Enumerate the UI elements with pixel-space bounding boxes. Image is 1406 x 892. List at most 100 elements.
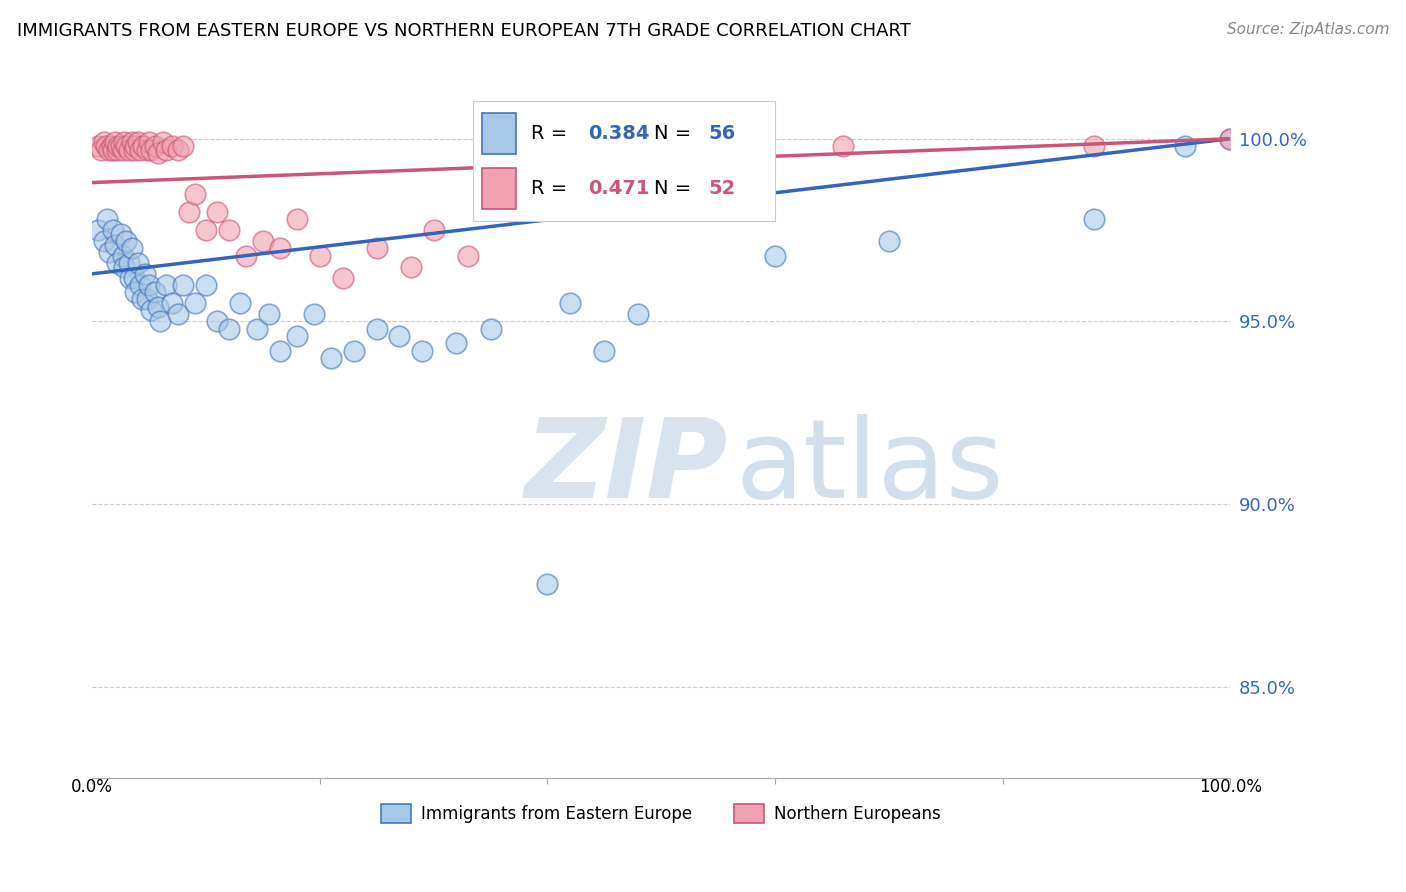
Point [100,139,122,153]
Point [269,343,291,358]
Point [149,314,172,328]
Point [177,204,200,219]
Point [1083,212,1105,227]
Point [129,277,152,292]
Point [111,249,134,263]
Point [135,143,157,157]
Point [399,260,422,274]
Point [155,143,177,157]
Point [124,285,146,299]
Point [117,256,139,270]
Point [96,212,118,227]
Point [160,139,183,153]
Point [110,139,132,153]
Point [388,329,411,343]
Point [143,139,166,153]
Point [1219,132,1241,146]
Point [134,267,156,281]
Point [105,256,128,270]
Point [90,143,112,157]
Point [1083,139,1105,153]
Point [877,234,900,248]
Point [98,244,121,259]
Point [141,143,163,157]
Point [707,139,730,153]
Point [218,321,240,335]
Point [366,241,388,255]
Point [343,343,366,358]
Point [105,143,128,157]
Point [87,223,110,237]
Point [257,307,280,321]
Point [93,234,115,248]
Point [121,136,143,150]
Point [366,321,388,335]
Point [269,241,291,255]
Point [117,143,139,157]
Point [101,143,124,157]
Point [112,136,135,150]
Point [195,277,218,292]
Point [166,307,188,321]
Text: atlas: atlas [735,414,1004,521]
Point [110,227,132,241]
Point [229,296,252,310]
Point [1219,132,1241,146]
Point [111,143,134,157]
Point [121,241,143,255]
Text: ZIP: ZIP [524,414,728,521]
Point [152,136,174,150]
Point [124,139,146,153]
Legend: Immigrants from Eastern Europe, Northern Europeans: Immigrants from Eastern Europe, Northern… [375,797,948,830]
Point [207,204,229,219]
Point [143,285,166,299]
Point [763,249,786,263]
Point [124,143,146,157]
Point [104,237,127,252]
Point [148,300,170,314]
Text: IMMIGRANTS FROM EASTERN EUROPE VS NORTHERN EUROPEAN 7TH GRADE CORRELATION CHART: IMMIGRANTS FROM EASTERN EUROPE VS NORTHE… [17,22,911,40]
Point [138,277,160,292]
Point [115,139,138,153]
Point [135,293,157,307]
Point [479,321,502,335]
Point [627,307,650,321]
Point [129,143,152,157]
Point [132,139,155,153]
Point [332,270,354,285]
Point [124,270,146,285]
Text: Source: ZipAtlas.com: Source: ZipAtlas.com [1226,22,1389,37]
Point [285,329,308,343]
Point [321,351,343,365]
Point [513,186,536,201]
Point [411,343,433,358]
Text: 0.0%: 0.0% [72,778,112,796]
Point [422,223,444,237]
Point [457,249,479,263]
Point [160,296,183,310]
Point [127,256,149,270]
Point [127,136,149,150]
Point [1174,139,1197,153]
Point [166,143,188,157]
Point [118,270,141,285]
Point [104,136,127,150]
Point [302,307,325,321]
Point [252,234,274,248]
Point [148,146,170,161]
Point [183,186,205,201]
Point [207,314,229,328]
Point [246,321,269,335]
Point [93,136,115,150]
Point [94,139,117,153]
Point [101,223,124,237]
Point [832,139,855,153]
Point [87,139,110,153]
Point [235,249,257,263]
Point [131,293,153,307]
Point [155,277,177,292]
Point [172,277,194,292]
Point [183,296,205,310]
Point [308,249,330,263]
Point [138,136,160,150]
